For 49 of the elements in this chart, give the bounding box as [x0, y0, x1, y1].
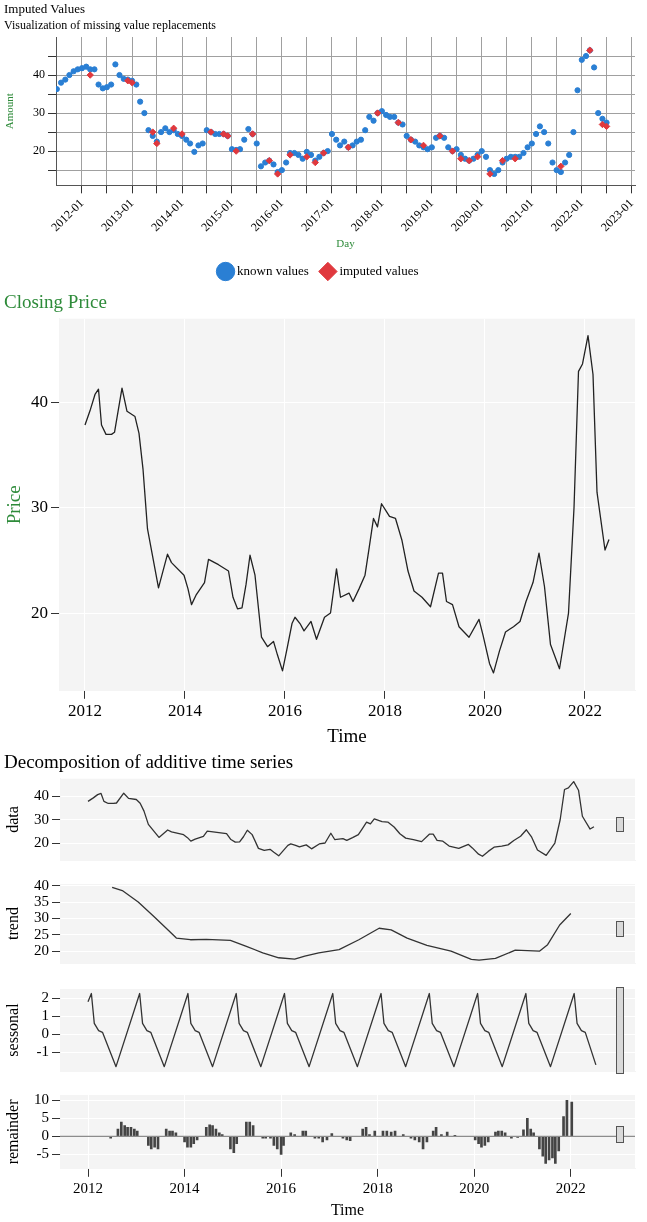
y-tick-label: 30: [34, 909, 49, 926]
y-tick-label: 20: [33, 143, 45, 158]
x-tick-label: 2020: [468, 701, 502, 721]
y-tick-label: 40: [34, 876, 49, 893]
y-tick-label: 40: [33, 67, 45, 82]
y-tick-label: 40: [31, 392, 48, 412]
x-tick-label: 2022: [555, 1179, 586, 1196]
y-tick-label: 20: [34, 833, 49, 850]
chart-title: Closing Price: [4, 291, 107, 313]
y-tick-label: 5: [41, 1109, 49, 1126]
x-axis-title: Time: [327, 724, 367, 746]
x-tick-label: 2012: [68, 701, 102, 721]
y-tick-label: 0: [41, 1127, 49, 1144]
y-tick-label: 20: [34, 942, 49, 959]
y-tick-label: 1: [41, 1007, 49, 1024]
y-axis-title: data: [3, 806, 21, 833]
y-tick-label: 30: [31, 497, 48, 517]
x-tick-label: 2022: [568, 701, 602, 721]
y-tick-label: 40: [34, 787, 49, 804]
y-tick-label: 0: [41, 1025, 49, 1042]
chart-title: Decomposition of additive time series: [4, 751, 294, 773]
y-tick-label: 25: [34, 925, 49, 942]
legend-label: imputed values: [339, 262, 419, 278]
x-tick-label: 2018: [368, 701, 402, 721]
y-tick-label: -1: [36, 1043, 49, 1060]
x-tick-label: 2018: [362, 1179, 393, 1196]
y-axis-title: Amount: [3, 93, 16, 130]
y-tick-label: 10: [34, 1091, 49, 1108]
x-tick-label: 2014: [168, 701, 203, 721]
y-axis-title: remainder: [3, 1098, 21, 1165]
y-axis-title: Price: [3, 485, 25, 525]
x-axis-title: Day: [336, 237, 356, 250]
y-tick-label: 30: [33, 105, 45, 120]
y-tick-label: 20: [31, 602, 48, 622]
y-tick-label: 30: [34, 810, 49, 827]
x-tick-label: 2020: [459, 1179, 490, 1196]
x-tick-label: 2012: [73, 1179, 103, 1196]
x-tick-label: 2016: [266, 1179, 297, 1196]
legend-label: known values: [237, 262, 309, 278]
y-tick-label: -5: [36, 1145, 49, 1162]
x-tick-label: 2014: [169, 1179, 201, 1196]
y-tick-label: 35: [34, 892, 49, 909]
y-axis-title: trend: [3, 907, 21, 940]
x-tick-label: 2016: [268, 701, 302, 721]
y-axis-title: sessonal: [3, 1002, 21, 1057]
x-axis-title: Time: [330, 1200, 365, 1218]
y-tick-label: 2: [41, 988, 49, 1005]
chart-subtitle: Visualization of missing value replacements: [4, 17, 217, 32]
chart-title: Imputed Values: [4, 1, 85, 17]
